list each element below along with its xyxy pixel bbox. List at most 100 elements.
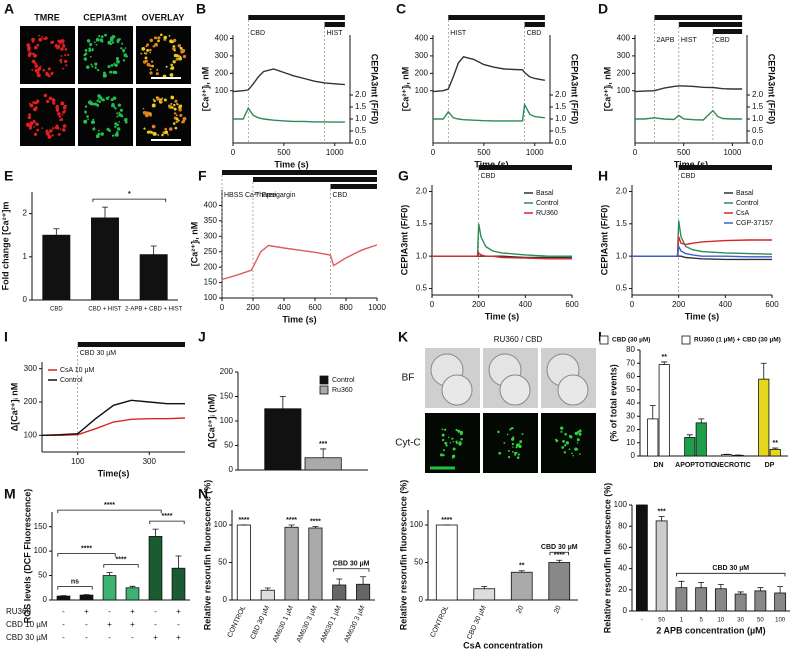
y-axis-label: [Ca²⁺]ᵢ, nM — [400, 67, 410, 112]
y-tick-label: 50 — [218, 558, 227, 567]
stain — [568, 448, 571, 450]
treatment-bar — [253, 177, 377, 182]
trace — [432, 251, 572, 260]
stain — [92, 118, 95, 121]
stain — [95, 43, 98, 46]
stain — [63, 59, 68, 64]
treatment-bar — [324, 22, 345, 27]
stain — [114, 122, 118, 126]
stain — [95, 103, 98, 107]
stain — [181, 120, 184, 124]
stain — [114, 70, 118, 75]
significance: ** — [773, 440, 779, 447]
stain — [114, 125, 117, 128]
stain — [88, 47, 91, 50]
stain — [516, 443, 520, 447]
micrograph — [136, 26, 191, 84]
stain — [176, 114, 178, 117]
y-tick-label: 1.0 — [416, 251, 428, 260]
x-tick-label: 20 — [553, 605, 563, 615]
stain — [168, 34, 171, 37]
stain — [103, 71, 106, 75]
stain — [97, 129, 100, 132]
y-tick-label: 0 — [623, 606, 628, 615]
bracket-label: CBD 30 µM — [541, 544, 578, 551]
y-tick-label: 300 — [204, 231, 218, 240]
stain — [146, 62, 151, 67]
stain — [33, 125, 35, 128]
bar — [758, 378, 770, 457]
chart: C 100 200 300 400 0.0 0.5 1.0 1.5 2.0 0 500 1000 Time… — [396, 1, 580, 170]
y-tick-label: 2.0 — [416, 187, 428, 196]
y-axis-label: [Ca²⁺]ᵢ, nM — [189, 222, 199, 267]
stain — [119, 108, 123, 112]
y-tick-label: 400 — [215, 34, 229, 43]
condition-mark: - — [62, 607, 65, 616]
stain — [571, 452, 573, 455]
panel-letter: N — [198, 486, 208, 502]
treatment-label: HIST — [681, 37, 698, 44]
x-axis-label: Time(s) — [98, 468, 130, 478]
stain — [90, 63, 93, 66]
stain — [55, 126, 60, 130]
stain — [106, 127, 110, 131]
stain — [83, 119, 88, 124]
significance: **** — [441, 517, 452, 524]
stain — [161, 97, 164, 100]
stain — [149, 48, 152, 52]
stain — [27, 115, 32, 120]
bar — [356, 583, 371, 601]
stain — [441, 428, 444, 431]
trace — [233, 106, 345, 123]
y-tick-label: 1.0 — [616, 251, 628, 260]
stain — [149, 68, 152, 71]
y2-tick-label: 1.0 — [355, 114, 367, 123]
stain — [95, 37, 100, 42]
stain — [507, 449, 510, 452]
stain — [62, 106, 67, 110]
bar — [658, 364, 670, 457]
y-tick-label: 1.5 — [616, 219, 628, 228]
legend-label: Control — [536, 200, 559, 207]
treatment-bar — [77, 342, 185, 347]
stain — [49, 129, 53, 133]
x-tick-label: 1000 — [723, 148, 741, 157]
stain — [36, 43, 40, 47]
stain — [47, 134, 52, 139]
stain — [34, 106, 38, 110]
stain — [60, 55, 63, 57]
stain — [52, 101, 56, 105]
stain — [160, 33, 163, 37]
stain — [149, 51, 152, 54]
x-tick-label: 400 — [277, 303, 291, 312]
row-label: BF — [402, 373, 415, 384]
stain — [51, 127, 55, 130]
treatment-bar — [678, 22, 743, 27]
stain — [146, 43, 150, 47]
stain — [560, 426, 564, 430]
stain — [86, 65, 90, 69]
significance: **** — [238, 517, 249, 524]
bar — [675, 587, 688, 612]
condition-mark: - — [177, 620, 180, 629]
stain — [514, 451, 517, 455]
stain — [561, 446, 565, 449]
stain — [109, 70, 113, 74]
stain — [116, 40, 119, 42]
stain — [90, 120, 95, 125]
stain — [564, 432, 567, 436]
error-bar — [737, 591, 744, 595]
stain — [100, 132, 104, 136]
panel-letter: M — [4, 486, 16, 502]
condition-mark: + — [107, 620, 112, 629]
stain — [182, 116, 187, 121]
panel-letter: F — [198, 168, 207, 184]
stain — [160, 100, 163, 103]
x-tick-label: 50 — [658, 618, 665, 624]
error-bar — [152, 528, 159, 537]
x-tick-label: 0 — [231, 148, 236, 157]
bar — [769, 448, 781, 457]
x-tick-label: 2-APB + CBD + HIST — [125, 307, 183, 313]
x-tick-label: 1000 — [368, 303, 386, 312]
